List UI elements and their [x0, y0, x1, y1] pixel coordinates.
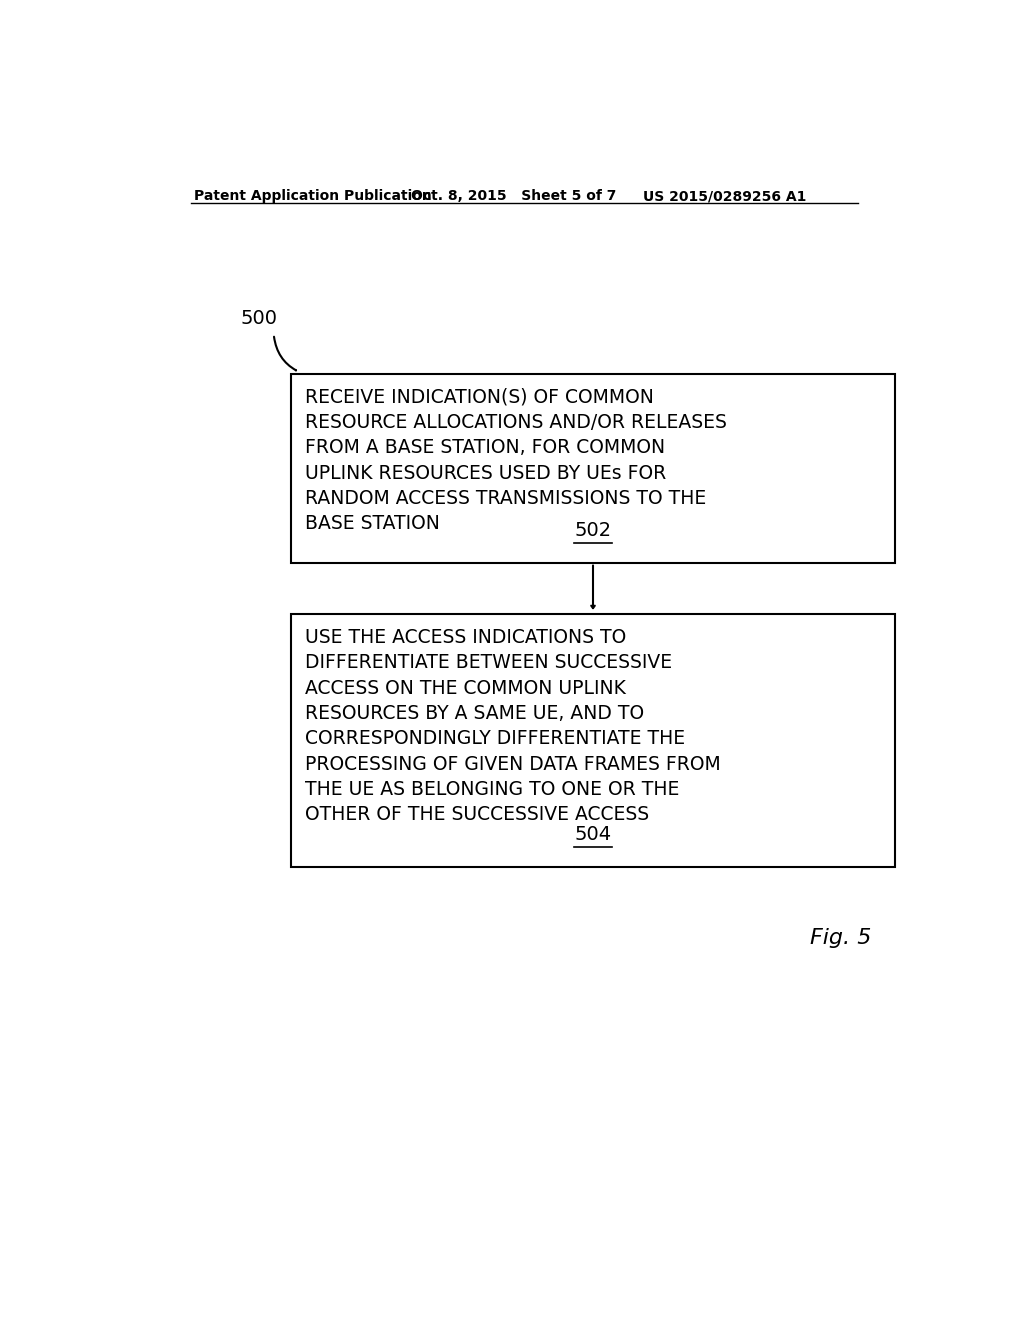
Text: RECEIVE INDICATION(S) OF COMMON
RESOURCE ALLOCATIONS AND/OR RELEASES
FROM A BASE: RECEIVE INDICATION(S) OF COMMON RESOURCE…: [305, 388, 727, 533]
Text: 502: 502: [574, 520, 611, 540]
Text: Oct. 8, 2015   Sheet 5 of 7: Oct. 8, 2015 Sheet 5 of 7: [411, 189, 616, 203]
Text: Fig. 5: Fig. 5: [810, 928, 871, 948]
Text: Patent Application Publication: Patent Application Publication: [194, 189, 432, 203]
Bar: [291, 614, 895, 867]
Text: 504: 504: [574, 825, 611, 843]
FancyArrowPatch shape: [274, 337, 296, 371]
Bar: [291, 374, 895, 562]
Text: USE THE ACCESS INDICATIONS TO
DIFFERENTIATE BETWEEN SUCCESSIVE
ACCESS ON THE COM: USE THE ACCESS INDICATIONS TO DIFFERENTI…: [305, 628, 721, 824]
Text: US 2015/0289256 A1: US 2015/0289256 A1: [643, 189, 807, 203]
Text: 500: 500: [241, 309, 278, 327]
